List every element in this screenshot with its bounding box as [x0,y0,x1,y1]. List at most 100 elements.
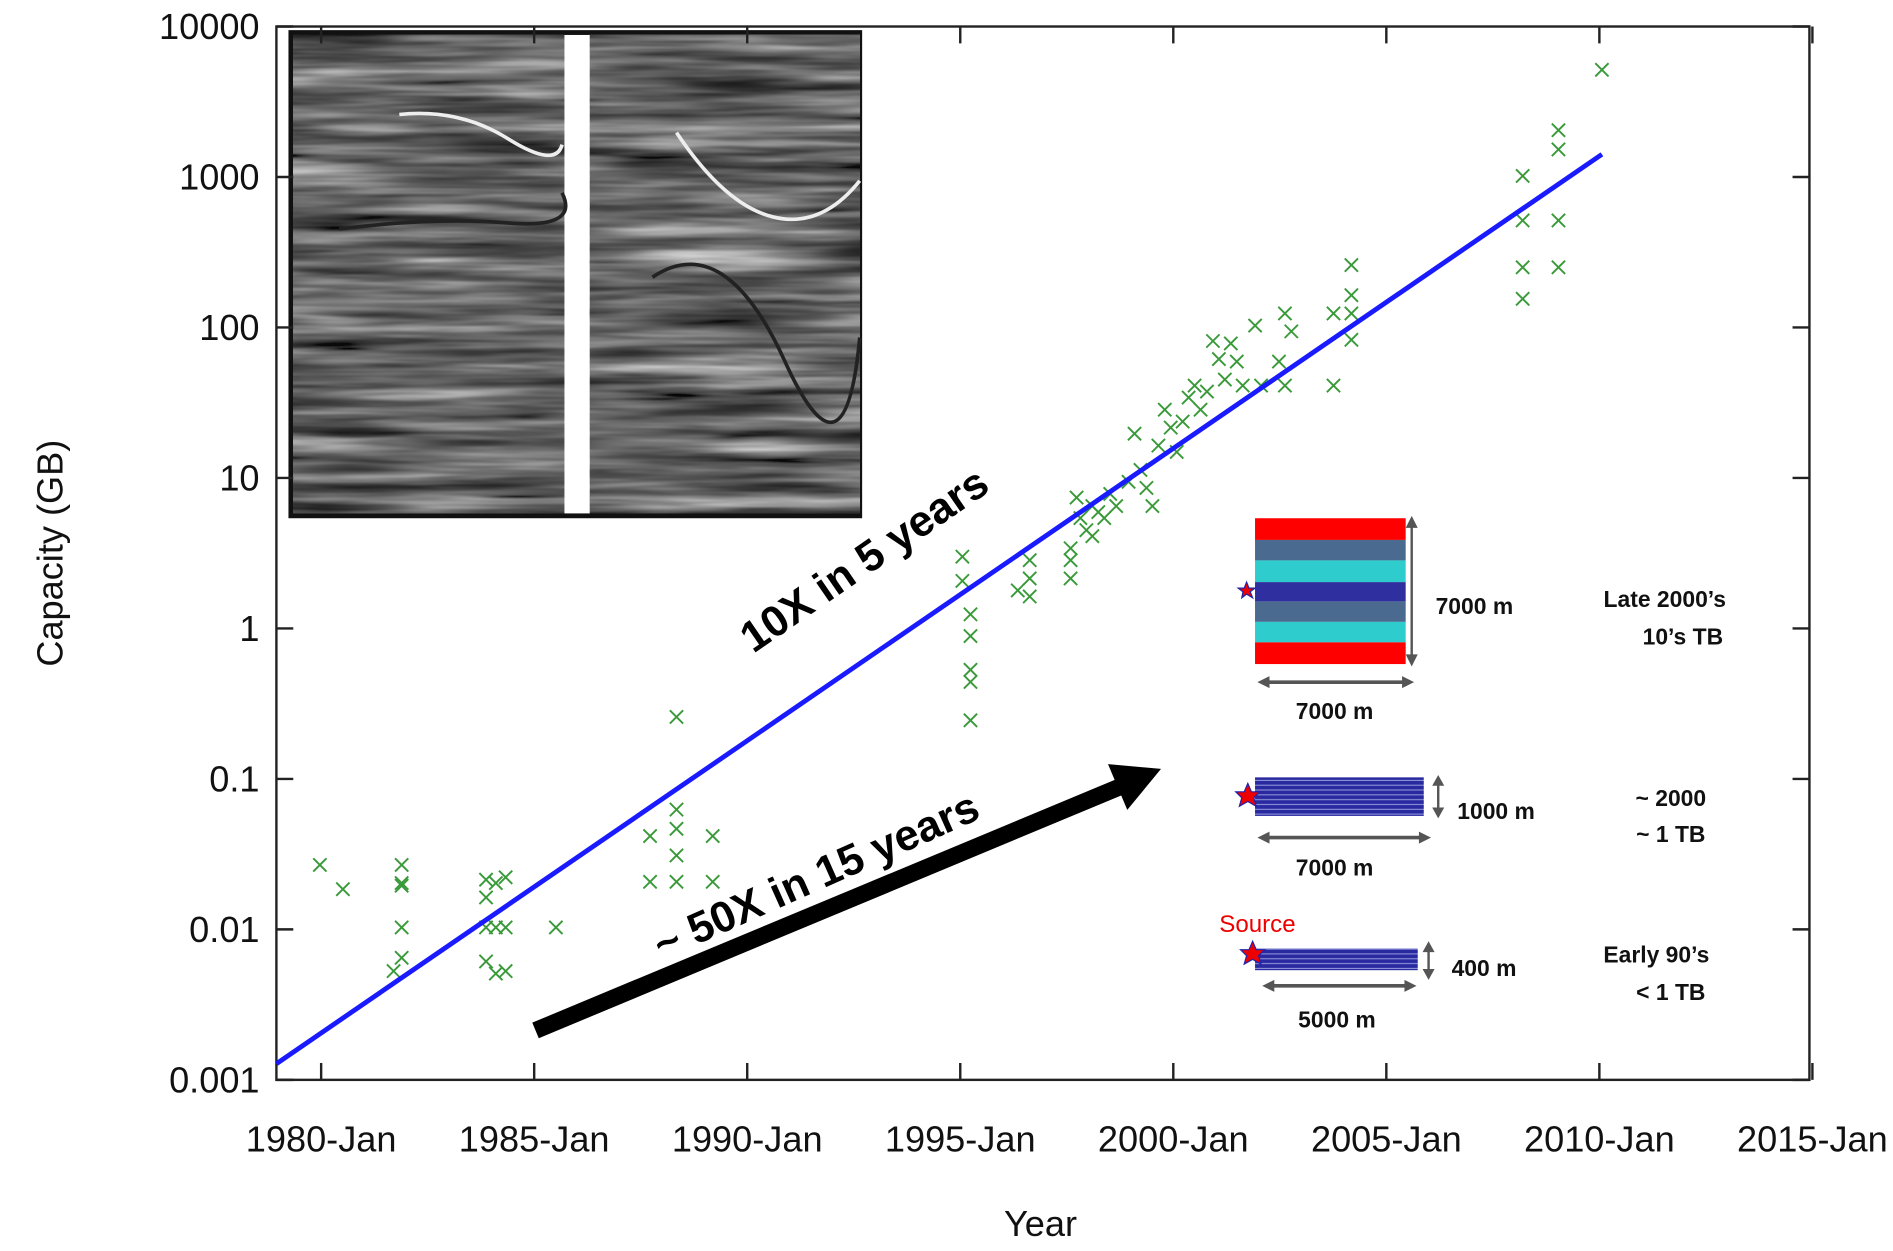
scatter-point [1344,287,1359,303]
scatter-point [1551,122,1566,138]
scatter-point [335,881,351,897]
scatter-point [963,662,978,678]
scatter-point [1022,552,1038,568]
x-axis-title: Year [1004,1203,1077,1244]
x-tick-label: 1990-Jan [672,1118,823,1159]
scatter-point [669,802,684,817]
scatter-point [1199,384,1215,399]
scatter-point [1151,438,1166,453]
scatter-point [669,848,684,863]
scatter-point [1551,260,1566,275]
scatter-point [488,875,504,891]
scatter-point [1010,583,1026,598]
y-tick-label: 100 [199,307,259,348]
diagram-label: < 1 TB [1636,979,1705,1005]
x-tick-label: 2015-Jan [1737,1118,1888,1159]
scatter-point [498,869,513,885]
seismic-inset [288,30,863,519]
model-mid [1234,774,1445,844]
scatter-point [963,628,978,644]
scatter-point [1326,306,1341,321]
scatter-point [963,607,978,622]
scatter-point [1551,213,1566,228]
scatter-point [1344,332,1359,348]
plot-area [275,62,1610,1066]
scatter-point [386,963,401,979]
x-tick-label: 1985-Jan [459,1118,610,1159]
scatter-point [394,920,409,935]
diagram-label: Source [1219,911,1295,938]
scatter-point [1205,333,1221,349]
scatter-point [1069,490,1084,505]
y-tick-label: 0.1 [209,758,259,799]
scatter-point [955,573,970,589]
y-tick-label: 10000 [159,6,259,47]
diagram-label: 400 m [1452,955,1517,981]
scatter-point [1277,378,1293,393]
diagram-label: 7000 m [1436,593,1514,619]
scatter-point [963,674,978,690]
scatter-point [1277,306,1293,321]
scatter-point [394,878,409,894]
diagram-label: Late 2000’s [1604,586,1727,612]
scatter-point [548,920,564,935]
scatter-point [478,872,494,887]
trend-line [275,152,1604,1066]
scatter-point [1022,571,1038,586]
scatter-point [1108,498,1124,514]
diagram-label: 7000 m [1296,855,1374,881]
x-tick-label: 1995-Jan [885,1118,1036,1159]
scatter-point [488,966,504,981]
scatter-point [1217,372,1233,387]
scatter-point [478,890,494,905]
scatter-point [1096,510,1112,526]
scatter-point [705,828,721,844]
y-axis-title: Capacity (GB) [29,440,70,667]
scatter-point [1594,62,1610,78]
model-early [1239,939,1435,992]
y-tick-label: 10 [219,457,259,498]
scatter-point [1271,354,1287,369]
scatter-point [1063,540,1078,556]
scatter-point [669,874,684,890]
diagram-label: 7000 m [1296,698,1374,724]
scatter-point [1247,318,1263,333]
scatter-point [1284,324,1299,339]
diagram-label: ~ 2000 [1636,785,1707,811]
growth-arrow [532,764,1162,1039]
scatter-point [312,857,328,873]
scatter-point [705,874,721,890]
scatter-point [963,713,978,728]
scatter-point [498,963,513,979]
scatter-point [1157,402,1173,418]
scatter-point [1211,351,1227,367]
model-late [1236,515,1418,689]
scatter-point [394,950,409,966]
y-tick-label: 1 [239,608,259,649]
scatter-point [478,954,494,969]
scatter-point [1223,336,1239,351]
scatter-point [1163,420,1179,435]
scatter-point [1193,402,1208,418]
diagram-label: 1000 m [1457,798,1535,824]
scatter-point [1063,571,1078,586]
scatter-point [1326,378,1341,393]
scatter-point [1022,589,1038,604]
scatter-point [1181,390,1196,405]
scatter-point [1235,378,1251,393]
scatter-point [1139,480,1154,496]
diagram-label: Early 90’s [1603,942,1709,968]
scatter-point [642,874,658,890]
scatter-point [955,549,970,564]
diagram-label: 10’s TB [1643,623,1724,649]
diagram-label: 5000 m [1298,1007,1376,1033]
scatter-point [669,821,684,837]
scatter-point [1515,260,1530,275]
scatter-point [1515,168,1530,184]
scatter-point [1344,306,1359,321]
scatter-point [1551,142,1566,157]
y-tick-label: 1000 [179,156,259,197]
scatter-point [394,857,409,873]
scatter-point [1085,528,1100,544]
scatter-point [1344,257,1359,273]
